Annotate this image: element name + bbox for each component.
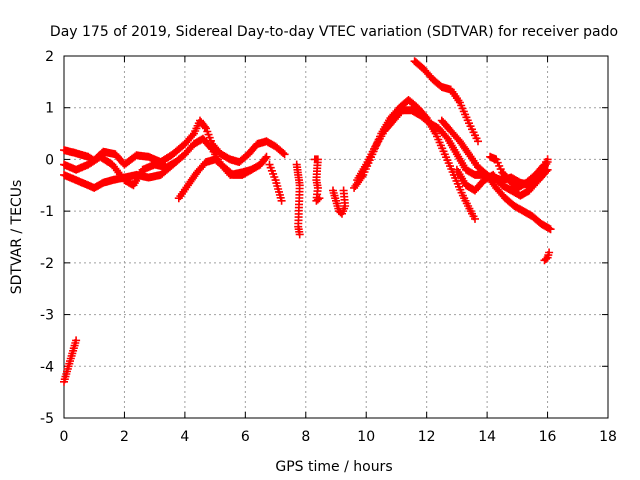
data-marker-trace	[60, 336, 81, 386]
y-tick-labels: -5 -4 -3 -2 -1 0 1 2	[40, 49, 54, 427]
series-arc-5	[265, 160, 286, 205]
x-tick-label: 10	[357, 429, 375, 445]
x-tick-label: 16	[539, 429, 557, 445]
data-marker-trace	[265, 160, 286, 205]
series-arc-12	[437, 116, 555, 234]
data-marker-trace	[310, 155, 324, 205]
series-arc-13	[452, 165, 552, 200]
data-marker-trace	[329, 186, 350, 218]
y-tick-label: 0	[45, 152, 54, 168]
x-tick-label: 2	[120, 429, 129, 445]
series-arc-3	[60, 152, 180, 190]
data-marker-trace	[410, 57, 482, 146]
series-arc-6	[292, 160, 304, 239]
data-marker-trace	[60, 152, 180, 190]
y-axis-label: SDTVAR / TECUs	[9, 180, 25, 295]
y-tick-label: -1	[40, 204, 54, 220]
series-arc-15	[540, 248, 554, 265]
x-axis-label: GPS time / hours	[275, 459, 392, 475]
y-tick-label: -2	[40, 256, 54, 272]
x-tick-labels: 0 2 4 6 8 10 12 14 16 18	[60, 429, 617, 445]
series-arc-7	[310, 155, 324, 205]
data-marker-trace	[60, 116, 289, 169]
data-marker-trace	[486, 152, 552, 192]
data-marker-trace	[292, 160, 304, 239]
y-tick-label: 2	[45, 49, 54, 65]
data-marker-trace	[540, 248, 554, 265]
x-tick-label: 8	[301, 429, 310, 445]
series-arc-14	[486, 152, 552, 192]
data-points	[60, 57, 555, 386]
x-tick-label: 6	[241, 429, 250, 445]
y-tick-label: -3	[40, 308, 54, 324]
y-tick-label: -4	[40, 359, 54, 375]
data-marker-trace	[174, 152, 271, 203]
plot-frame	[63, 55, 609, 419]
x-tick-label: 0	[60, 429, 69, 445]
x-tick-label: 14	[478, 429, 496, 445]
y-tick-label: -5	[40, 411, 54, 427]
x-tick-label: 4	[180, 429, 189, 445]
y-tick-label: 1	[45, 101, 54, 117]
series-arc-8	[329, 186, 350, 218]
chart-title: Day 175 of 2019, Sidereal Day-to-day VTE…	[50, 24, 618, 40]
series-arc-16	[60, 336, 81, 386]
data-marker-trace	[437, 116, 555, 234]
series-arc-1	[60, 116, 289, 169]
series-arc-11	[410, 57, 482, 146]
x-tick-label: 18	[599, 429, 617, 445]
x-tick-label: 12	[418, 429, 436, 445]
data-marker-trace	[452, 165, 552, 200]
series-arc-4	[174, 152, 271, 203]
